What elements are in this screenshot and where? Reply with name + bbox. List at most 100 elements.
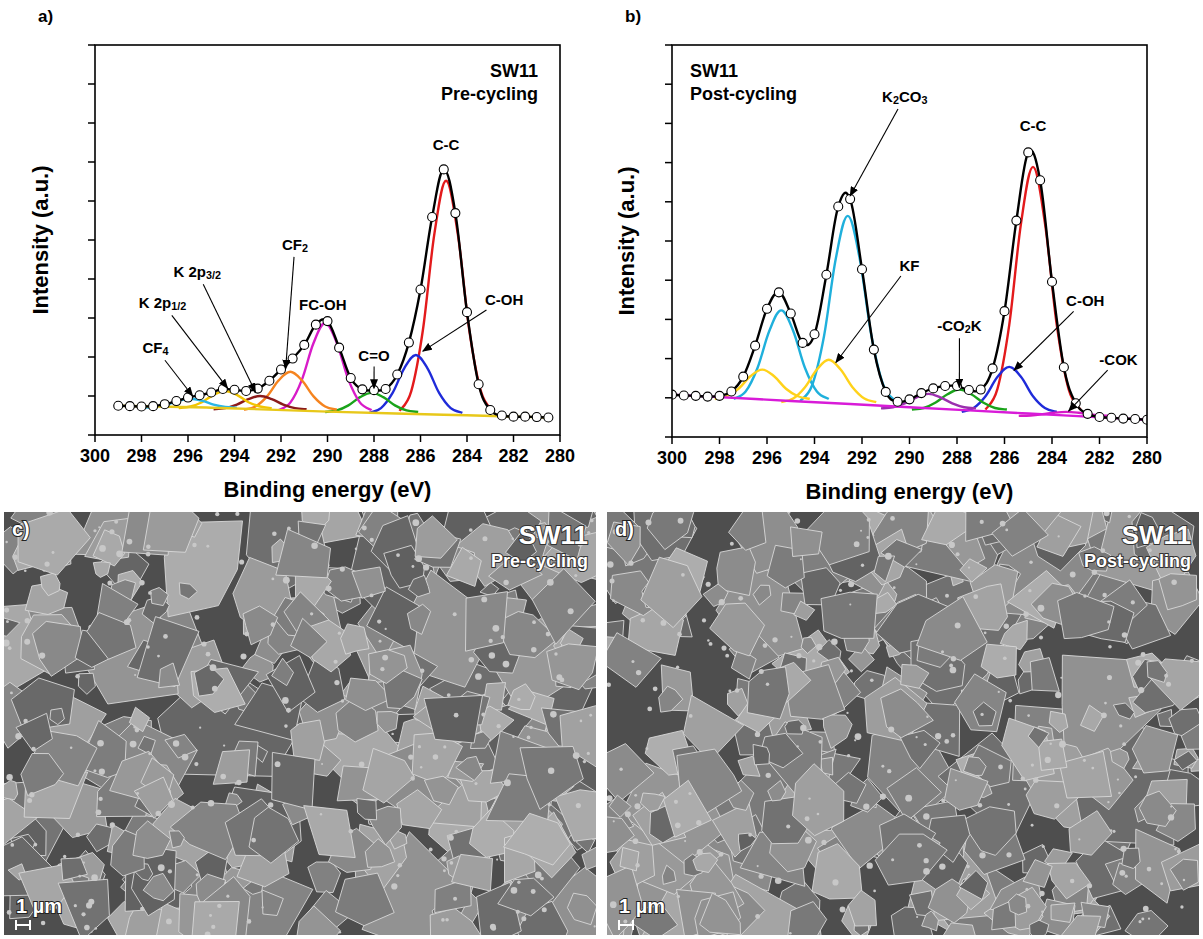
sem-grain — [4, 780, 18, 799]
sem-speck — [1177, 849, 1181, 853]
sem-speck — [849, 604, 851, 606]
sem-speck — [114, 520, 118, 524]
sem-speck — [382, 655, 388, 661]
sem-grain — [1159, 574, 1197, 610]
sem-speck — [1160, 882, 1163, 885]
sem-speck — [800, 558, 802, 560]
data-point — [929, 384, 938, 393]
sem-speck — [146, 545, 151, 550]
sem-speck — [146, 645, 150, 649]
sem-speck — [271, 577, 274, 580]
sem-speck — [1174, 848, 1177, 851]
sem-grain — [794, 601, 815, 620]
x-tick-label: 290 — [312, 446, 342, 466]
x-tick — [373, 435, 375, 442]
sem-speck — [610, 579, 615, 584]
sem-grain — [1174, 751, 1197, 770]
y-tick — [88, 122, 95, 124]
sem-speck — [208, 800, 215, 807]
sem-speck — [492, 625, 499, 632]
sem-speck — [529, 726, 532, 729]
peak-curve — [672, 395, 1147, 420]
sem-grain — [1059, 751, 1111, 798]
sem-grain — [1058, 593, 1114, 639]
data-point — [404, 338, 413, 347]
y-tick — [665, 358, 672, 360]
sem-speck — [244, 632, 249, 637]
data-point — [964, 385, 973, 394]
sem-speck — [23, 719, 27, 723]
sem-grain — [363, 748, 415, 803]
sem-speck — [790, 636, 792, 638]
sem-speck — [548, 803, 552, 807]
x-tick — [559, 435, 561, 442]
sem-speck — [684, 840, 686, 842]
sem-speck — [134, 674, 136, 676]
sem-speck — [6, 620, 9, 623]
sem-speck — [1110, 829, 1113, 832]
sem-speck — [469, 528, 473, 532]
sem-grain — [620, 848, 639, 871]
sem-speck — [454, 713, 459, 718]
data-point — [1083, 409, 1092, 418]
x-tick-label: 294 — [799, 448, 829, 468]
sem-speck — [854, 739, 856, 741]
data-point — [428, 212, 437, 221]
sem-speck — [441, 918, 445, 922]
sem-speck — [548, 767, 555, 774]
text-part: CF — [282, 235, 302, 252]
sem-speck — [1045, 757, 1051, 763]
sem-speck — [4, 639, 10, 646]
sem-speck — [475, 673, 482, 680]
sem-speck — [891, 858, 894, 861]
sem-speck — [501, 635, 505, 639]
sem-speck — [489, 639, 493, 643]
sem-speck — [251, 838, 256, 843]
sem-speck — [728, 690, 731, 693]
sem-speck — [447, 693, 451, 697]
sem-speck — [1102, 593, 1106, 597]
sem-speck — [396, 553, 400, 557]
data-point — [917, 389, 926, 398]
sem-speck — [568, 608, 574, 614]
sem-grain — [662, 865, 676, 884]
annotation-arrow — [373, 367, 374, 389]
y-tick — [665, 123, 672, 125]
data-point — [1059, 363, 1068, 372]
text-part: K 2p — [174, 263, 207, 280]
data-point — [774, 288, 783, 297]
sem-speck — [1164, 674, 1168, 678]
sem-speck — [41, 921, 46, 926]
chart-subtitle: Post-cycling — [690, 84, 797, 104]
sem-speck — [139, 580, 144, 585]
x-tick — [513, 435, 515, 442]
text-part: FC-OH — [299, 296, 347, 313]
peak-curve — [962, 367, 1057, 412]
sem-speck — [1104, 512, 1110, 516]
sem-speck — [398, 863, 403, 868]
text-part: 3/2 — [206, 269, 221, 281]
data-point — [288, 354, 297, 363]
sem-speck — [109, 529, 114, 534]
sem-speck — [546, 632, 551, 637]
sem-speck — [707, 639, 710, 642]
sem-speck — [709, 642, 713, 646]
y-tick — [665, 436, 672, 438]
peak-curve — [715, 370, 810, 399]
sem-speck — [984, 631, 987, 634]
data-point — [763, 304, 772, 313]
peak-label: C-OH — [1066, 291, 1104, 308]
sem-grain — [407, 604, 430, 634]
chart-title: SW11 — [690, 61, 738, 81]
sem-grain — [1147, 661, 1167, 683]
sem-grain — [945, 768, 989, 810]
peak-label: CF4 — [142, 339, 168, 358]
sem-speck — [39, 653, 45, 659]
sem-speck — [1025, 888, 1028, 891]
x-tick — [420, 435, 422, 442]
sem-speck — [1108, 645, 1112, 649]
sem-speck — [195, 615, 200, 620]
sem-grain — [791, 527, 823, 557]
sem-speck — [116, 550, 123, 557]
data-point — [311, 320, 320, 329]
